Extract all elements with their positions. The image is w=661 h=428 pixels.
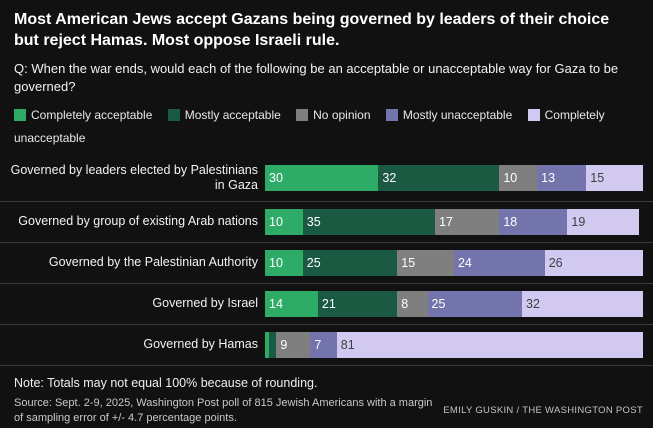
segment-value: 10: [269, 214, 283, 229]
bar-segment: 15: [586, 165, 643, 192]
legend-label: Completely acceptable: [31, 107, 153, 122]
segment-value: 18: [503, 214, 518, 229]
bar-segment: 15: [397, 249, 454, 276]
segment-value: 24: [457, 255, 472, 270]
segment-value: 21: [321, 296, 336, 311]
segment-value: 13: [541, 171, 556, 186]
legend-swatch: [167, 108, 180, 121]
category-label: Governed by Israel: [152, 296, 258, 310]
segment-value: 17: [439, 214, 453, 229]
segment-value: 32: [526, 296, 540, 311]
segment-value: 25: [431, 296, 446, 311]
bar-segment: 9: [276, 331, 311, 358]
note-text: Note: Totals may not equal 100% because …: [14, 375, 318, 390]
segment-value: 30: [269, 171, 283, 186]
bar-segment: 30: [265, 165, 379, 192]
legend: Completely acceptable Mostly acceptable …: [14, 104, 643, 150]
segment-value: 25: [306, 255, 321, 270]
bar-segment: 81: [336, 331, 643, 358]
bar-segment: 19: [567, 208, 640, 235]
bar-segment: 10: [499, 165, 538, 192]
legend-label: Mostly unacceptable: [402, 107, 513, 122]
bar-segment: 17: [435, 208, 500, 235]
stacked-bar: 9 7 81: [265, 331, 643, 358]
bar-segment: 8: [397, 290, 428, 317]
segment-value: 19: [571, 214, 586, 229]
source-text: Source: Sept. 2-9, 2025, Washington Post…: [14, 396, 433, 424]
bar-segment: 25: [302, 249, 398, 276]
bar-segment: [265, 331, 269, 358]
segment-value: 8: [401, 296, 409, 311]
legend-swatch: [296, 108, 309, 121]
segment-value: 35: [306, 214, 321, 229]
bar-segment: 26: [544, 249, 643, 276]
stacked-bar: 30 32 10 13 15: [265, 165, 643, 192]
legend-item: Mostly unacceptable: [385, 107, 513, 122]
category-label: Governed by group of existing Arab natio…: [18, 214, 258, 228]
legend-label: No opinion: [313, 107, 371, 122]
bar-segment: 24: [453, 249, 545, 276]
legend-swatch: [385, 108, 398, 121]
segment-value: 26: [548, 255, 563, 270]
bar-row: Governed by group of existing Arab natio…: [0, 202, 653, 243]
segment-value: 15: [590, 171, 605, 186]
bar-segment: 35: [302, 208, 436, 235]
bar-segment: 7: [310, 331, 337, 358]
bar-segment: 14: [265, 290, 318, 317]
bar-row: Governed by Hamas 9 7 81: [0, 325, 653, 366]
bar-segment: 18: [499, 208, 568, 235]
segment-value: 14: [269, 296, 283, 311]
legend-item: No opinion: [296, 107, 371, 122]
bar-segment: 32: [378, 165, 500, 192]
bar-row: Governed by the Palestinian Authority 10 2…: [0, 243, 653, 284]
bar-chart: Governed by leaders elected by Palestini…: [0, 156, 653, 366]
legend-item: Completely unacceptable: [14, 108, 605, 145]
legend-label: Mostly acceptable: [184, 107, 281, 122]
legend-item: Completely acceptable: [14, 108, 152, 122]
chart-footer: Source: Sept. 2-9, 2025, Washington Post…: [14, 396, 643, 426]
segment-value: 81: [340, 337, 355, 352]
stacked-bar: 10 25 15 24 26: [265, 249, 643, 276]
segment-value: 10: [503, 171, 518, 186]
category-label: Governed by leaders elected by Palestini…: [10, 162, 258, 193]
stacked-bar: 10 35 17 18 19: [265, 208, 643, 235]
bar-row: Governed by Israel 14 21 8 25 32: [0, 284, 653, 325]
bar-segment: [268, 331, 277, 358]
legend-swatch: [14, 108, 26, 121]
legend-item: Mostly acceptable: [167, 107, 281, 122]
segment-value: 32: [382, 171, 397, 186]
bar-segment: 10: [265, 208, 303, 235]
credit-text: EMILY GUSKIN / THE WASHINGTON POST: [443, 405, 643, 417]
bar-segment: 10: [265, 249, 303, 276]
bar-segment: 13: [537, 165, 587, 192]
category-label: Governed by Hamas: [143, 337, 258, 351]
segment-value: 10: [269, 255, 283, 270]
segment-value: 9: [280, 337, 288, 352]
segment-value: 15: [401, 255, 416, 270]
legend-swatch: [527, 108, 540, 121]
stacked-bar: 14 21 8 25 32: [265, 290, 643, 317]
bar-row: Governed by leaders elected by Palestini…: [0, 156, 653, 202]
chart-title: Most American Jews accept Gazans being g…: [14, 11, 610, 49]
bar-segment: 21: [317, 290, 398, 317]
chart-question: Q: When the war ends, would each of the …: [14, 60, 619, 94]
segment-value: 7: [314, 337, 322, 352]
legend-label: Completely unacceptable: [14, 107, 605, 145]
category-label: Governed by the Palestinian Authority: [48, 255, 258, 269]
bar-segment: 32: [522, 290, 643, 317]
bar-segment: 25: [427, 290, 523, 317]
